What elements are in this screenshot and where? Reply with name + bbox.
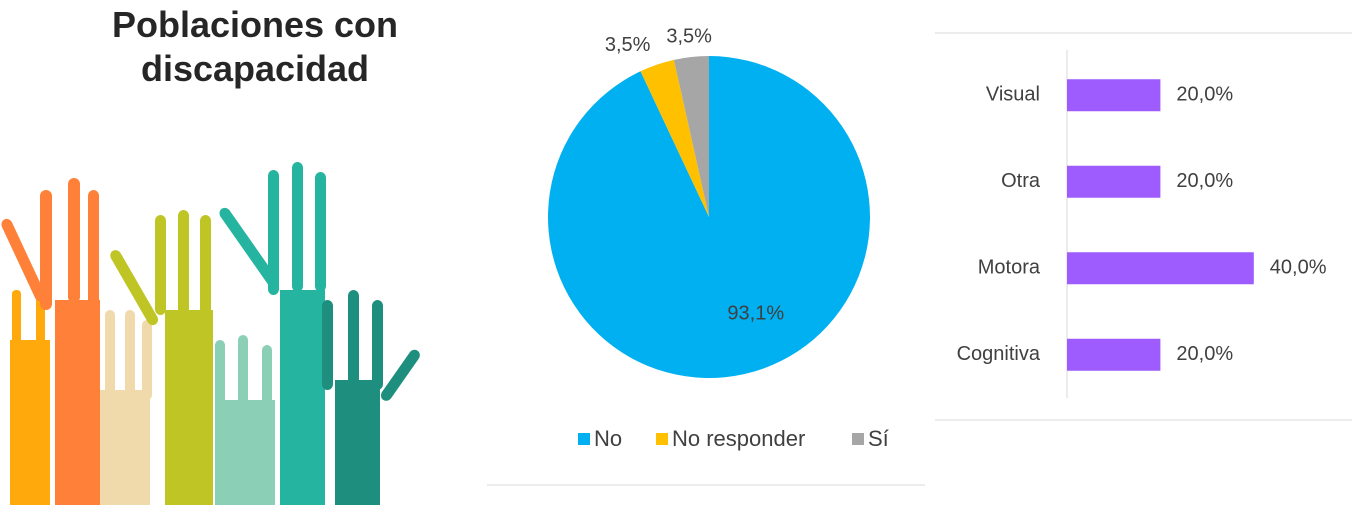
legend-label: No responder bbox=[672, 426, 805, 451]
hands-illustration bbox=[1, 162, 420, 505]
data-label: 20,0% bbox=[1176, 170, 1233, 192]
data-label: 20,0% bbox=[1176, 343, 1233, 365]
data-label: 20,0% bbox=[1176, 84, 1233, 106]
data-label: 3,5% bbox=[605, 34, 651, 56]
legend-swatch bbox=[852, 433, 864, 445]
legend-label: No bbox=[594, 426, 622, 451]
bar bbox=[1067, 79, 1161, 112]
pie-slice bbox=[640, 59, 709, 217]
bar bbox=[1067, 165, 1161, 198]
legend-label: Sí bbox=[868, 426, 889, 451]
pie-slice bbox=[673, 56, 709, 217]
category-label: Otra bbox=[1001, 170, 1041, 192]
category-label: Visual bbox=[986, 84, 1040, 106]
data-label: 3,5% bbox=[666, 25, 712, 47]
data-label: 93,1% bbox=[727, 303, 784, 325]
category-label: Motora bbox=[978, 257, 1041, 279]
bar bbox=[1067, 252, 1254, 285]
data-label: 40,0% bbox=[1270, 257, 1327, 279]
legend-swatch bbox=[656, 433, 668, 445]
category-label: Cognitiva bbox=[957, 343, 1041, 365]
page-title: Poblaciones con discapacidad bbox=[112, 4, 398, 89]
bar bbox=[1067, 338, 1161, 371]
legend-swatch bbox=[578, 433, 590, 445]
